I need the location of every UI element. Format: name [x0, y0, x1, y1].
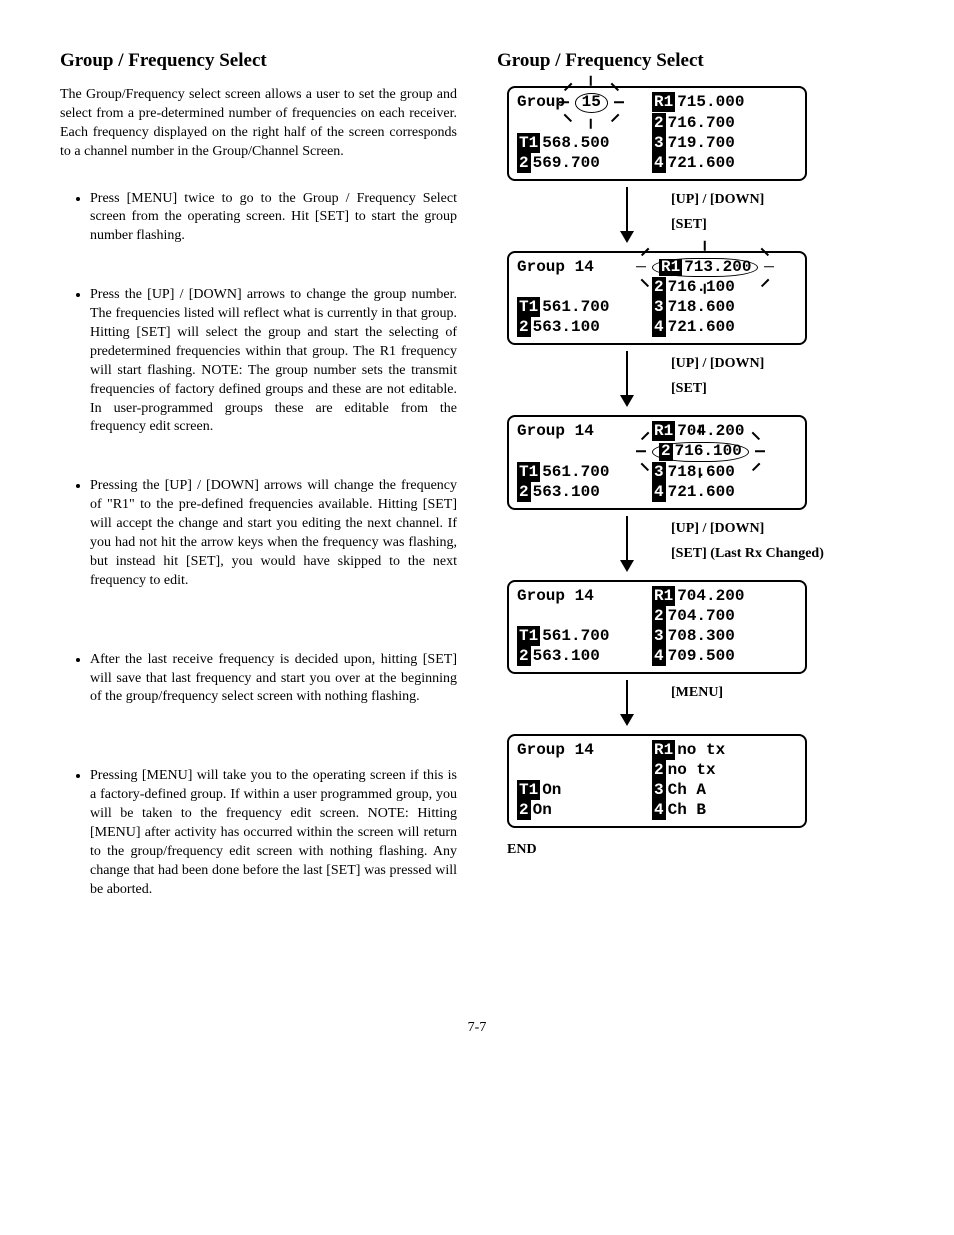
right-heading: Group / Frequency Select [497, 50, 894, 72]
lcd-screen: Group 14R1704.2002704.700T1561.7003708.3… [507, 580, 807, 674]
lcd-screen: Group 14R1704.2002716.100T1561.7003718.6… [507, 415, 807, 510]
arrow-step: [UP] / [DOWN][SET] [507, 351, 894, 407]
right-column: Group / Frequency Select Group 15R1715.0… [497, 50, 894, 940]
lcd-screen: Group 14R1no tx2no txT1On3Ch A2On4Ch B [507, 734, 807, 828]
page-number: 7-7 [60, 1020, 894, 1036]
diagram-flow: Group 15R1715.0002716.700T1568.5003719.7… [497, 86, 894, 828]
left-heading: Group / Frequency Select [60, 50, 457, 72]
step-item: Press [MENU] twice to go to the Group / … [90, 190, 457, 247]
arrow-step: [UP] / [DOWN][SET] [507, 187, 894, 243]
step-item: Press the [UP] / [DOWN] arrows to change… [90, 286, 457, 437]
end-label: END [507, 842, 894, 858]
lcd-screen: Group 14R1713.2002716.100T1561.7003718.6… [507, 251, 807, 346]
steps-list: Press [MENU] twice to go to the Group / … [60, 190, 457, 900]
step-item: Pressing [MENU] will take you to the ope… [90, 767, 457, 899]
intro-paragraph: The Group/Frequency select screen allows… [60, 86, 457, 162]
lcd-screen: Group 15R1715.0002716.700T1568.5003719.7… [507, 86, 807, 181]
down-arrow-icon [507, 187, 647, 243]
down-arrow-icon [507, 680, 647, 726]
step-item: Pressing the [UP] / [DOWN] arrows will c… [90, 477, 457, 590]
down-arrow-icon [507, 516, 647, 572]
left-column: Group / Frequency Select The Group/Frequ… [60, 50, 457, 940]
arrow-step: [MENU] [507, 680, 894, 726]
down-arrow-icon [507, 351, 647, 407]
arrow-step: [UP] / [DOWN][SET] (Last Rx Changed) [507, 516, 894, 572]
step-item: After the last receive frequency is deci… [90, 651, 457, 708]
